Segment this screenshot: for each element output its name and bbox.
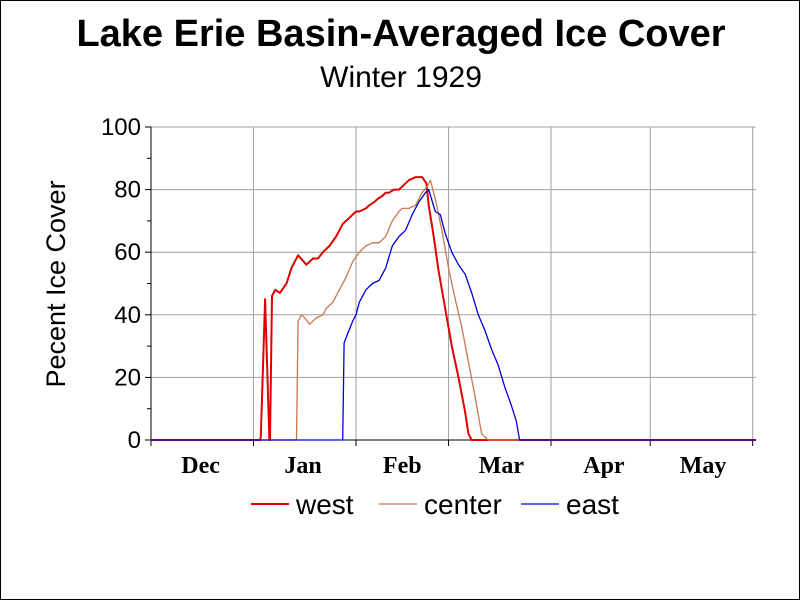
legend-label-east: east <box>566 489 619 520</box>
series-line-west <box>151 176 756 441</box>
y-tick-label: 20 <box>114 364 141 391</box>
x-tick-label-may: May <box>680 453 727 479</box>
y-tick-label: 80 <box>114 177 141 204</box>
y-tick-label: 0 <box>128 427 141 454</box>
x-tick-label-apr: Apr <box>583 453 625 479</box>
series-line-center <box>151 179 756 441</box>
legend-label-west: west <box>295 489 354 520</box>
y-tick-label: 100 <box>101 114 141 141</box>
tick-labels: 0 20 40 60 80 100 Dec Jan Feb Mar Apr May <box>101 114 726 479</box>
series-line-east <box>151 188 756 441</box>
legend-label-center: center <box>424 489 502 520</box>
y-axis-label: Pecent Ice Cover <box>41 180 71 387</box>
series-lines <box>151 176 756 441</box>
legend: west center east <box>251 489 619 520</box>
x-tick-label-mar: Mar <box>479 453 525 479</box>
gridlines <box>151 126 756 440</box>
chart-title: Lake Erie Basin-Averaged Ice Cover <box>76 13 726 55</box>
x-tick-label-dec: Dec <box>181 453 220 479</box>
x-tick-label-jan: Jan <box>284 453 321 479</box>
y-tick-label: 60 <box>114 239 141 266</box>
chart-subtitle: Winter 1929 <box>320 61 482 94</box>
y-tick-label: 40 <box>114 302 141 329</box>
x-tick-label-feb: Feb <box>383 453 422 479</box>
axes <box>145 126 756 446</box>
